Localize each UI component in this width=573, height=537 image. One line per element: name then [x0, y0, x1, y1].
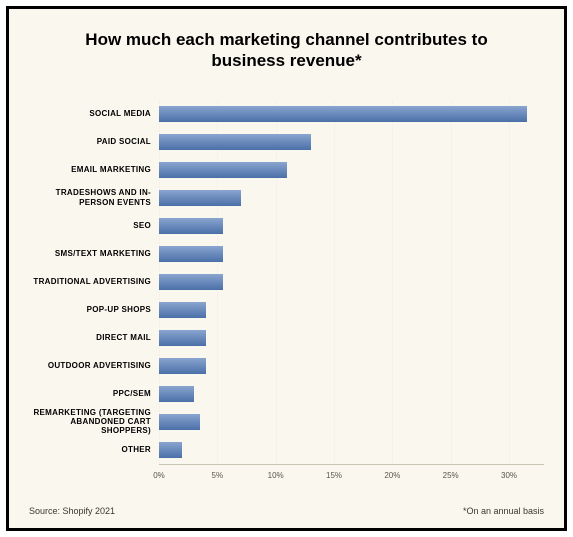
- axis-tick: 30%: [501, 465, 517, 480]
- chart-area: SOCIAL MEDIA PAID SOCIAL EMAIL MARKETING TR…: [29, 82, 544, 489]
- bar-track: [159, 302, 544, 318]
- bar-track: [159, 414, 544, 430]
- bar-row: PPC/SEM: [29, 382, 544, 405]
- bar: [159, 218, 223, 234]
- bar-row: SMS/TEXT MARKETING: [29, 242, 544, 265]
- bar-track: [159, 190, 544, 206]
- source-text: Source: Shopify 2021: [29, 506, 115, 516]
- x-axis: 0% 5% 10% 15% 20% 25% 30%: [29, 464, 544, 488]
- bar: [159, 246, 223, 262]
- bar-track: [159, 386, 544, 402]
- category-label: SMS/TEXT MARKETING: [29, 249, 159, 258]
- bar-track: [159, 442, 544, 458]
- category-label: TRADESHOWS AND IN-PERSON EVENTS: [29, 188, 159, 206]
- category-label: TRADITIONAL ADVERTISING: [29, 277, 159, 286]
- bar-row: POP-UP SHOPS: [29, 298, 544, 321]
- axis-tick: 20%: [384, 465, 400, 480]
- category-label: REMARKETING (TARGETING ABANDONED CART SH…: [29, 408, 159, 436]
- bar: [159, 302, 206, 318]
- bar-row: PAID SOCIAL: [29, 130, 544, 153]
- bar: [159, 274, 223, 290]
- category-label: SOCIAL MEDIA: [29, 109, 159, 118]
- bar: [159, 134, 311, 150]
- axis-tick: 25%: [443, 465, 459, 480]
- bar: [159, 162, 287, 178]
- bar: [159, 330, 206, 346]
- bar-row: TRADITIONAL ADVERTISING: [29, 270, 544, 293]
- category-label: DIRECT MAIL: [29, 333, 159, 342]
- category-label: PPC/SEM: [29, 389, 159, 398]
- bar-row: SOCIAL MEDIA: [29, 102, 544, 125]
- bar-row: OTHER: [29, 438, 544, 461]
- bar: [159, 190, 241, 206]
- chart-footer: Source: Shopify 2021 *On an annual basis: [29, 488, 544, 516]
- bar-track: [159, 162, 544, 178]
- category-label: PAID SOCIAL: [29, 137, 159, 146]
- bar: [159, 414, 200, 430]
- bar: [159, 106, 527, 122]
- bar: [159, 386, 194, 402]
- axis-tick: 5%: [212, 465, 224, 480]
- bar-track: [159, 106, 544, 122]
- bar-row: OUTDOOR ADVERTISING: [29, 354, 544, 377]
- bar-track: [159, 330, 544, 346]
- bar-track: [159, 218, 544, 234]
- category-label: SEO: [29, 221, 159, 230]
- category-label: POP-UP SHOPS: [29, 305, 159, 314]
- bar-row: SEO: [29, 214, 544, 237]
- category-label: EMAIL MARKETING: [29, 165, 159, 174]
- category-label: OUTDOOR ADVERTISING: [29, 361, 159, 370]
- category-label: OTHER: [29, 445, 159, 454]
- footnote-text: *On an annual basis: [463, 506, 544, 516]
- bar-track: [159, 358, 544, 374]
- bar: [159, 442, 182, 458]
- bar-track: [159, 246, 544, 262]
- bar-track: [159, 134, 544, 150]
- axis-tick: 10%: [268, 465, 284, 480]
- axis-tick: 15%: [326, 465, 342, 480]
- bar-row: DIRECT MAIL: [29, 326, 544, 349]
- bar-track: [159, 274, 544, 290]
- axis-track: 0%5%10%15%20%25%30%: [159, 464, 544, 488]
- bar: [159, 358, 206, 374]
- bar-row: REMARKETING (TARGETING ABANDONED CART SH…: [29, 410, 544, 433]
- bar-row: TRADESHOWS AND IN-PERSON EVENTS: [29, 186, 544, 209]
- axis-tick: 0%: [153, 465, 165, 480]
- bar-rows: SOCIAL MEDIA PAID SOCIAL EMAIL MARKETING TR…: [29, 100, 544, 465]
- chart-frame: How much each marketing channel contribu…: [6, 6, 567, 531]
- bar-row: EMAIL MARKETING: [29, 158, 544, 181]
- chart-title: How much each marketing channel contribu…: [29, 29, 544, 82]
